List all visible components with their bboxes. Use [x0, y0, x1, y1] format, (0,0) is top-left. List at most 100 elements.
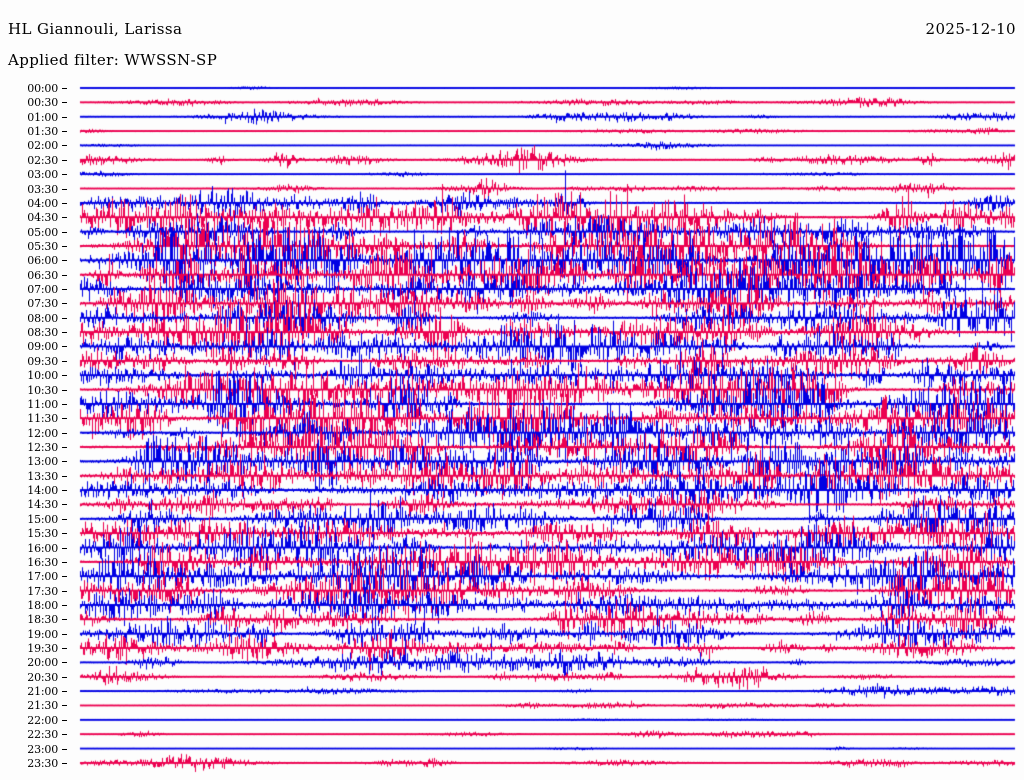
time-axis-label: 01:30	[27, 125, 58, 139]
time-axis-tick	[62, 317, 67, 319]
time-axis-label: 17:00	[27, 570, 58, 584]
time-axis-tick	[62, 202, 67, 204]
time-axis-tick	[62, 691, 67, 693]
time-axis-label: 09:30	[27, 354, 58, 368]
time-axis-tick	[62, 561, 67, 563]
time-axis-label: 21:00	[27, 685, 58, 699]
time-axis-label: 18:30	[27, 613, 58, 627]
time-axis-tick	[62, 303, 67, 305]
time-axis-tick	[62, 461, 67, 463]
time-axis-label: 19:00	[27, 627, 58, 641]
time-axis-tick	[62, 217, 67, 219]
time-axis-tick	[62, 504, 67, 506]
time-axis-tick	[62, 174, 67, 176]
seismogram-plot-area: 00:00 00:30 01:00 01:30 02:00 02:30 03:00 03:30…	[0, 78, 1024, 778]
time-axis-tick	[62, 418, 67, 420]
time-axis-label: 07:30	[27, 297, 58, 311]
time-axis-label: 21:30	[27, 699, 58, 713]
time-axis-tick	[62, 389, 67, 391]
time-axis-label: 18:00	[27, 598, 58, 612]
time-axis-tick	[62, 375, 67, 377]
time-axis-tick	[62, 188, 67, 190]
time-axis-tick	[62, 447, 67, 448]
time-axis-tick	[62, 131, 67, 133]
time-axis-tick	[62, 518, 67, 520]
time-axis-tick	[62, 432, 67, 434]
time-axis-tick	[62, 533, 67, 535]
seismogram-traces	[0, 78, 1024, 778]
record-date: 2025-12-10	[925, 20, 1016, 38]
time-axis-label: 10:00	[27, 369, 58, 383]
time-axis-label: 00:00	[27, 82, 58, 95]
time-axis-tick	[62, 604, 67, 606]
time-axis-label: 05:30	[27, 239, 58, 253]
time-axis-label: 22:30	[27, 728, 58, 742]
time-axis-label: 09:00	[27, 340, 58, 354]
time-axis-tick	[62, 245, 67, 247]
time-axis-tick	[62, 633, 67, 635]
applied-filter-label: Applied filter: WWSSN-SP	[8, 51, 218, 69]
time-axis-tick	[62, 102, 67, 104]
time-axis-tick	[62, 590, 67, 592]
time-axis-tick	[62, 159, 67, 161]
time-axis-tick	[62, 231, 67, 233]
time-axis-label: 15:00	[27, 512, 58, 526]
time-axis-tick	[62, 360, 67, 362]
time-axis-tick	[62, 490, 67, 492]
time-axis-label: 20:30	[27, 670, 58, 684]
time-axis-label: 02:30	[27, 153, 58, 167]
time-axis-tick	[62, 332, 67, 334]
time-axis-tick	[62, 475, 67, 477]
time-axis-label: 12:30	[27, 441, 58, 454]
time-axis-label: 23:30	[27, 756, 58, 770]
time-axis-label: 04:30	[27, 211, 58, 225]
time-axis-tick	[62, 748, 67, 750]
time-axis-label: 06:30	[27, 268, 58, 282]
time-axis-label: 14:00	[27, 484, 58, 498]
time-axis-label: 03:30	[27, 182, 58, 196]
time-axis-label: 13:00	[27, 455, 58, 469]
time-axis-label: 03:00	[27, 168, 58, 182]
page-title: HL Giannouli, Larissa	[8, 20, 183, 38]
time-axis-label: 15:30	[27, 527, 58, 541]
time-axis-label: 08:00	[27, 311, 58, 325]
time-axis-tick	[62, 547, 67, 549]
time-axis-label: 13:30	[27, 469, 58, 483]
time-axis-tick	[62, 619, 67, 621]
time-axis-label: 16:30	[27, 555, 58, 569]
time-axis-label: 00:30	[27, 96, 58, 110]
time-axis-tick	[62, 274, 67, 276]
time-axis-tick	[62, 662, 67, 664]
time-axis-tick	[62, 705, 67, 707]
time-axis-label: 05:00	[27, 225, 58, 239]
time-axis-tick	[62, 88, 67, 89]
time-axis-label: 04:00	[27, 196, 58, 210]
time-axis-label: 17:30	[27, 584, 58, 598]
time-axis-tick	[62, 260, 67, 262]
time-axis-label: 12:00	[27, 426, 58, 440]
time-axis-tick	[62, 576, 67, 578]
time-axis-tick	[62, 116, 67, 118]
time-axis-label: 11:00	[27, 397, 58, 411]
time-axis-label: 02:00	[27, 139, 58, 153]
time-axis-tick	[62, 734, 67, 736]
time-axis-label: 19:30	[27, 642, 58, 656]
time-axis-tick	[62, 403, 67, 405]
time-axis-tick	[62, 719, 67, 721]
time-axis-label: 22:00	[27, 713, 58, 727]
time-axis-label: 07:00	[27, 283, 58, 297]
time-axis-label: 11:30	[27, 412, 58, 426]
time-axis-label: 06:00	[27, 254, 58, 268]
time-axis-label: 20:00	[27, 656, 58, 670]
time-axis-tick	[62, 289, 67, 291]
time-axis-label: 08:30	[27, 326, 58, 340]
time-axis-label: 01:00	[27, 110, 58, 124]
time-axis-label: 10:30	[27, 383, 58, 397]
time-axis-label: 14:30	[27, 498, 58, 512]
time-axis-label: 23:00	[27, 742, 58, 756]
time-axis-tick	[62, 346, 67, 348]
time-axis-tick	[62, 676, 67, 678]
time-axis-tick	[62, 648, 67, 650]
time-axis-tick	[62, 762, 67, 764]
